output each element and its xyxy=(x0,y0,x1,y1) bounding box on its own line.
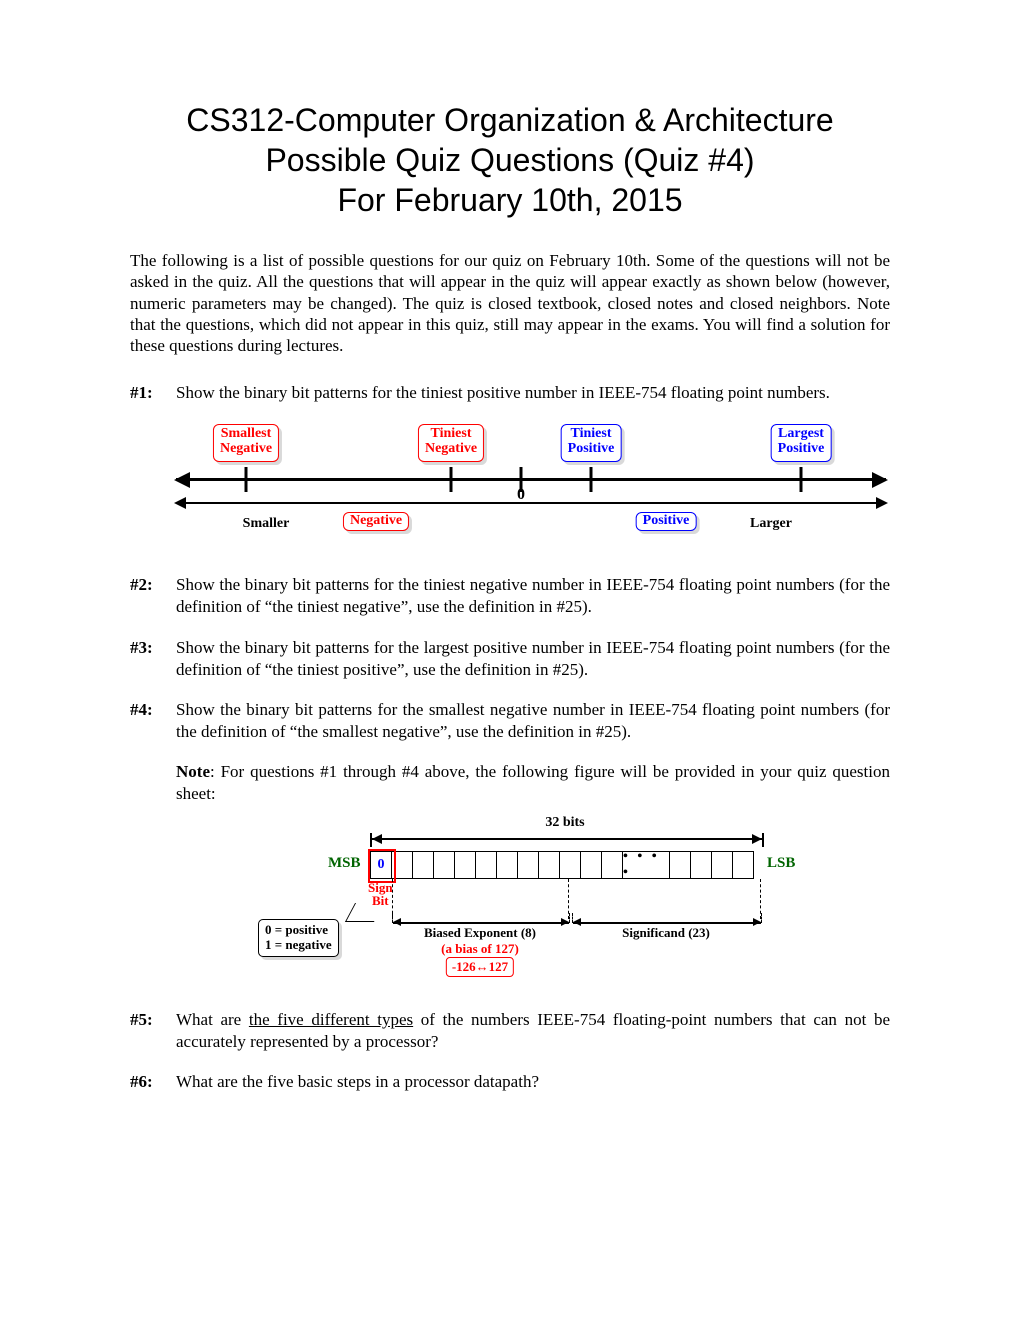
tiniest-negative-box: Tiniest Negative xyxy=(418,424,484,461)
sign-note-l2: 1 = negative xyxy=(265,938,332,953)
arrow-right-icon xyxy=(753,918,761,926)
bit-cell xyxy=(434,852,455,878)
largest-positive-box: Largest Positive xyxy=(771,424,832,461)
question-6-text: What are the five basic steps in a proce… xyxy=(176,1071,890,1093)
arrow-right-icon xyxy=(561,918,569,926)
bit-cell xyxy=(670,852,691,878)
bits-bracket xyxy=(370,833,764,847)
title-line-1: CS312-Computer Organization & Architectu… xyxy=(130,100,890,140)
bit-cell xyxy=(539,852,560,878)
sign-bit-label: Sign Bit xyxy=(368,881,393,907)
question-2: #2: Show the binary bit patterns for the… xyxy=(130,574,890,618)
number-line-tick xyxy=(800,467,803,492)
number-line-tick xyxy=(590,467,593,492)
title-line-2: Possible Quiz Questions (Quiz #4) xyxy=(130,140,890,180)
box-line2: Negative xyxy=(220,442,272,457)
box-line1: Tiniest xyxy=(568,427,615,442)
arrow-left-icon xyxy=(372,834,382,844)
question-3-text: Show the binary bit patterns for the lar… xyxy=(176,637,890,681)
question-4: #4: Show the binary bit patterns for the… xyxy=(130,699,890,743)
bias-label: (a bias of 127) xyxy=(441,941,519,957)
bit-cell xyxy=(518,852,539,878)
significand-bracket xyxy=(572,913,762,923)
negative-box: Negative xyxy=(343,512,409,531)
number-line-axis xyxy=(176,478,886,481)
bit-cell xyxy=(581,852,602,878)
bit-cell xyxy=(560,852,581,878)
number-line-diagram: 0 Smallest Negative Tiniest Negative Tin… xyxy=(176,424,886,544)
note-label: Note xyxy=(176,762,210,781)
smaller-label: Smaller xyxy=(243,516,290,532)
arrow-right-icon xyxy=(876,497,888,509)
number-line-tick xyxy=(450,467,453,492)
bit-cell xyxy=(602,852,623,878)
box-line1: Tiniest xyxy=(425,427,477,442)
positive-box: Positive xyxy=(636,512,697,531)
box-line2: Positive xyxy=(568,442,615,457)
arrow-left-icon xyxy=(573,918,581,926)
question-2-text: Show the binary bit patterns for the tin… xyxy=(176,574,890,618)
q5-pre: What are xyxy=(176,1010,249,1029)
question-4-text: Show the binary bit patterns for the sma… xyxy=(176,699,890,743)
box-line2: Positive xyxy=(778,442,825,457)
smallest-negative-box: Smallest Negative xyxy=(213,424,279,461)
question-6: #6: What are the five basic steps in a p… xyxy=(130,1071,890,1093)
arrow-left-icon xyxy=(174,497,186,509)
ieee-754-diagram: 32 bits MSB 0 • • • • LSB xyxy=(220,833,820,983)
sign-bit-outline xyxy=(368,849,396,883)
larger-label: Larger xyxy=(750,516,792,532)
note-text: : For questions #1 through #4 above, the… xyxy=(176,762,890,803)
box-line1: Smallest xyxy=(220,427,272,442)
bits-label: 32 bits xyxy=(370,815,760,831)
bit-cell xyxy=(712,852,733,878)
question-5-text: What are the five different types of the… xyxy=(176,1009,890,1053)
bit-cell xyxy=(455,852,476,878)
bracket-line xyxy=(372,838,762,840)
significand-label: Significand (23) xyxy=(622,925,710,941)
question-5: #5: What are the five different types of… xyxy=(130,1009,890,1053)
page-title: CS312-Computer Organization & Architectu… xyxy=(130,100,890,220)
bracket-line xyxy=(393,922,569,924)
bracket-line xyxy=(573,922,761,924)
question-5-number: #5: xyxy=(130,1009,176,1053)
tiniest-positive-box: Tiniest Positive xyxy=(561,424,622,461)
number-line-tick xyxy=(245,467,248,492)
bit-cell xyxy=(476,852,497,878)
exponent-bracket xyxy=(392,913,570,923)
bit-cell xyxy=(413,852,434,878)
question-2-number: #2: xyxy=(130,574,176,618)
question-4-number: #4: xyxy=(130,699,176,743)
sign-bit-note: 0 = positive 1 = negative xyxy=(258,919,339,957)
page: CS312-Computer Organization & Architectu… xyxy=(0,0,1020,1320)
range-label: -126↔127 xyxy=(446,957,514,977)
number-line-axis-lower xyxy=(176,502,886,504)
question-3-number: #3: xyxy=(130,637,176,681)
bit-cell xyxy=(733,852,753,878)
question-6-number: #6: xyxy=(130,1071,176,1093)
sign-label-l2: Bit xyxy=(368,894,393,907)
arrow-left-icon xyxy=(174,472,190,488)
arrow-right-icon xyxy=(872,472,888,488)
question-1: #1: Show the binary bit patterns for the… xyxy=(130,382,890,404)
bit-cell xyxy=(497,852,518,878)
arrow-right-icon xyxy=(752,834,762,844)
note-block: Note: For questions #1 through #4 above,… xyxy=(176,761,890,805)
question-1-text: Show the binary bit patterns for the tin… xyxy=(176,382,890,404)
sign-note-l1: 0 = positive xyxy=(265,923,332,938)
question-1-number: #1: xyxy=(130,382,176,404)
box-line1: Largest xyxy=(778,427,825,442)
question-3: #3: Show the binary bit patterns for the… xyxy=(130,637,890,681)
intro-paragraph: The following is a list of possible ques… xyxy=(130,250,890,356)
box-line2: Negative xyxy=(425,442,477,457)
arrow-left-icon xyxy=(393,918,401,926)
exponent-label: Biased Exponent (8) xyxy=(424,925,536,941)
bit-cell xyxy=(691,852,712,878)
dots-cell: • • • • xyxy=(623,852,670,878)
title-line-3: For February 10th, 2015 xyxy=(130,180,890,220)
q5-underlined: the five different types xyxy=(249,1010,413,1029)
bit-cells: 0 • • • • xyxy=(370,851,754,879)
lsb-label: LSB xyxy=(767,855,795,872)
msb-label: MSB xyxy=(328,855,361,872)
